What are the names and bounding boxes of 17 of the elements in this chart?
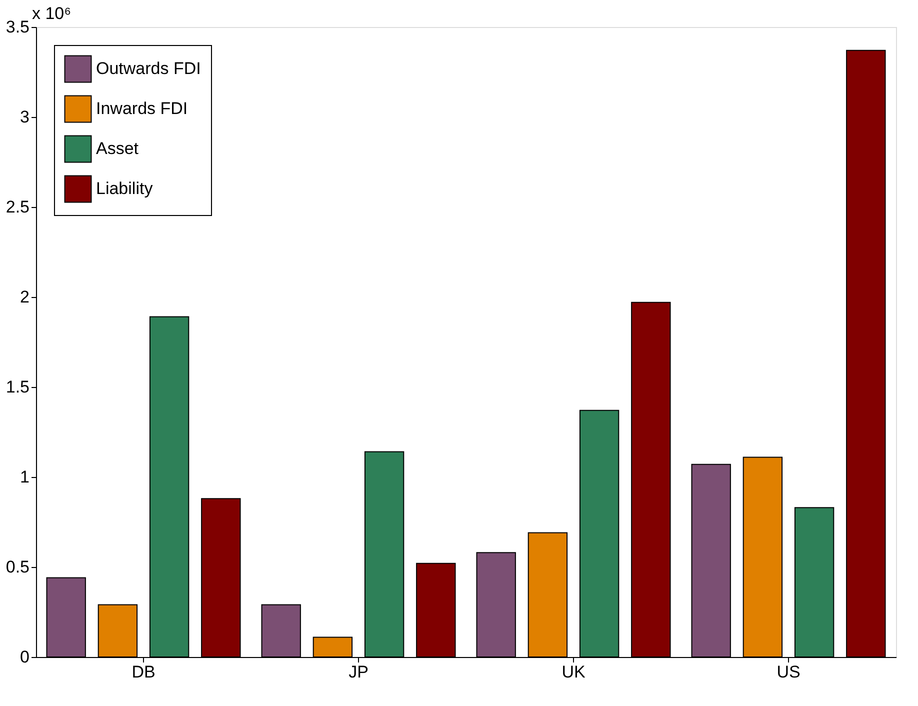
- y-tick-label: 2.5: [6, 198, 30, 216]
- y-tick-label: 3.5: [6, 18, 30, 36]
- legend-label: Inwards FDI: [96, 99, 188, 118]
- legend-label: Liability: [96, 179, 154, 198]
- x-tick-label: US: [776, 662, 800, 682]
- y-tick-label: 2: [20, 288, 30, 306]
- legend-label: Outwards FDI: [96, 59, 201, 78]
- x-tick-label: JP: [348, 662, 368, 682]
- y-tick-label: 0: [20, 648, 30, 666]
- x-tick-label: DB: [132, 662, 156, 682]
- y-tick-label: 1: [20, 468, 30, 486]
- y-tick-label: 3: [20, 108, 30, 126]
- y-tick-label: 1.5: [6, 378, 30, 396]
- legend-label: Asset: [96, 139, 139, 158]
- x-tick-label: UK: [562, 662, 586, 682]
- y-tick-label: 0.5: [6, 558, 30, 576]
- text: x 10⁶: [32, 4, 72, 23]
